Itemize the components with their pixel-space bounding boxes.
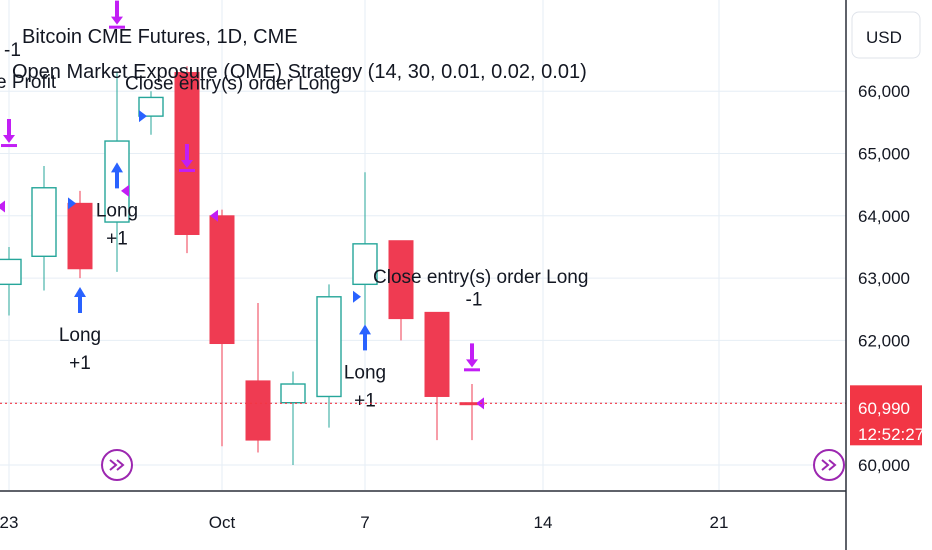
x-tick-label: 21 xyxy=(710,513,729,532)
candle-body[interactable] xyxy=(31,187,57,257)
entry-label: Long xyxy=(59,325,101,346)
candle-body[interactable] xyxy=(352,243,378,286)
cut-label-top: -1 xyxy=(4,40,21,61)
fill-marker xyxy=(121,184,129,197)
long-entry-arrow xyxy=(74,287,86,314)
currency-label: USD xyxy=(866,28,902,47)
exit-bar xyxy=(109,25,125,29)
fill-marker xyxy=(68,197,76,210)
long-entry-arrow xyxy=(111,162,123,189)
currency-button[interactable]: USD xyxy=(851,11,921,59)
fill-marker xyxy=(139,110,147,123)
exit-arrow xyxy=(466,343,478,368)
candles-layer xyxy=(0,66,485,465)
entry-qty-label: +1 xyxy=(354,390,376,411)
entry-qty-label: +1 xyxy=(106,228,128,249)
candle-body[interactable] xyxy=(67,202,93,270)
last-price-value: 60,990 xyxy=(858,399,910,418)
candle-body[interactable] xyxy=(424,311,450,397)
x-tick-label: 23 xyxy=(0,513,18,532)
entry-qty-label: +1 xyxy=(69,353,91,374)
strategy-legend: Open Market Exposure (OME) Strategy (14,… xyxy=(12,61,587,83)
long-entry-arrow xyxy=(359,324,371,351)
last-price-badge: 60,990 12:52:27 xyxy=(850,385,924,446)
y-tick-label: 64,000 xyxy=(858,207,910,226)
candle-body[interactable] xyxy=(0,258,22,286)
candle-body[interactable] xyxy=(138,96,164,117)
exit-bar xyxy=(464,368,480,372)
entry-label: Long xyxy=(96,200,138,221)
price-axis[interactable]: 60,00061,00062,00063,00064,00065,00066,0… xyxy=(845,0,910,550)
candle-body[interactable] xyxy=(209,215,235,345)
jump-to-realtime-icon[interactable] xyxy=(101,449,133,481)
y-tick-label: 65,000 xyxy=(858,145,910,164)
entry-label: Long xyxy=(344,362,386,383)
candle-body[interactable] xyxy=(245,380,271,441)
close-order-annotation: Close entry(s) order Long xyxy=(125,74,340,95)
x-tick-label: 14 xyxy=(534,513,553,532)
y-tick-label: 66,000 xyxy=(858,82,910,101)
x-tick-label: 7 xyxy=(360,513,369,532)
exit-bar xyxy=(179,168,195,172)
close-order-annotation: Close entry(s) order Long xyxy=(373,267,588,288)
candle-body[interactable] xyxy=(280,383,306,404)
candle-body[interactable] xyxy=(316,296,342,398)
candle-body[interactable] xyxy=(104,140,130,223)
fill-marker xyxy=(210,209,218,222)
y-tick-label: 62,000 xyxy=(858,331,910,350)
fill-marker xyxy=(0,200,5,213)
countdown-timer: 12:52:27 xyxy=(858,425,924,444)
exit-arrow xyxy=(3,119,15,144)
exit-arrow xyxy=(181,143,193,168)
time-axis[interactable]: 23 Oct 7 14 21 xyxy=(0,490,846,532)
cut-label-profit: e Profit xyxy=(0,72,57,93)
jump-to-realtime-icon[interactable] xyxy=(813,449,845,481)
x-tick-label: Oct xyxy=(209,513,236,532)
exit-bar xyxy=(1,144,17,148)
exit-arrow xyxy=(111,0,123,25)
y-tick-label: 63,000 xyxy=(858,269,910,288)
y-tick-label: 60,000 xyxy=(858,456,910,475)
candle-body[interactable] xyxy=(388,240,414,320)
fill-marker xyxy=(353,290,361,303)
exit-label: -1 xyxy=(466,289,483,310)
symbol-title: Bitcoin CME Futures, 1D, CME xyxy=(22,26,298,48)
